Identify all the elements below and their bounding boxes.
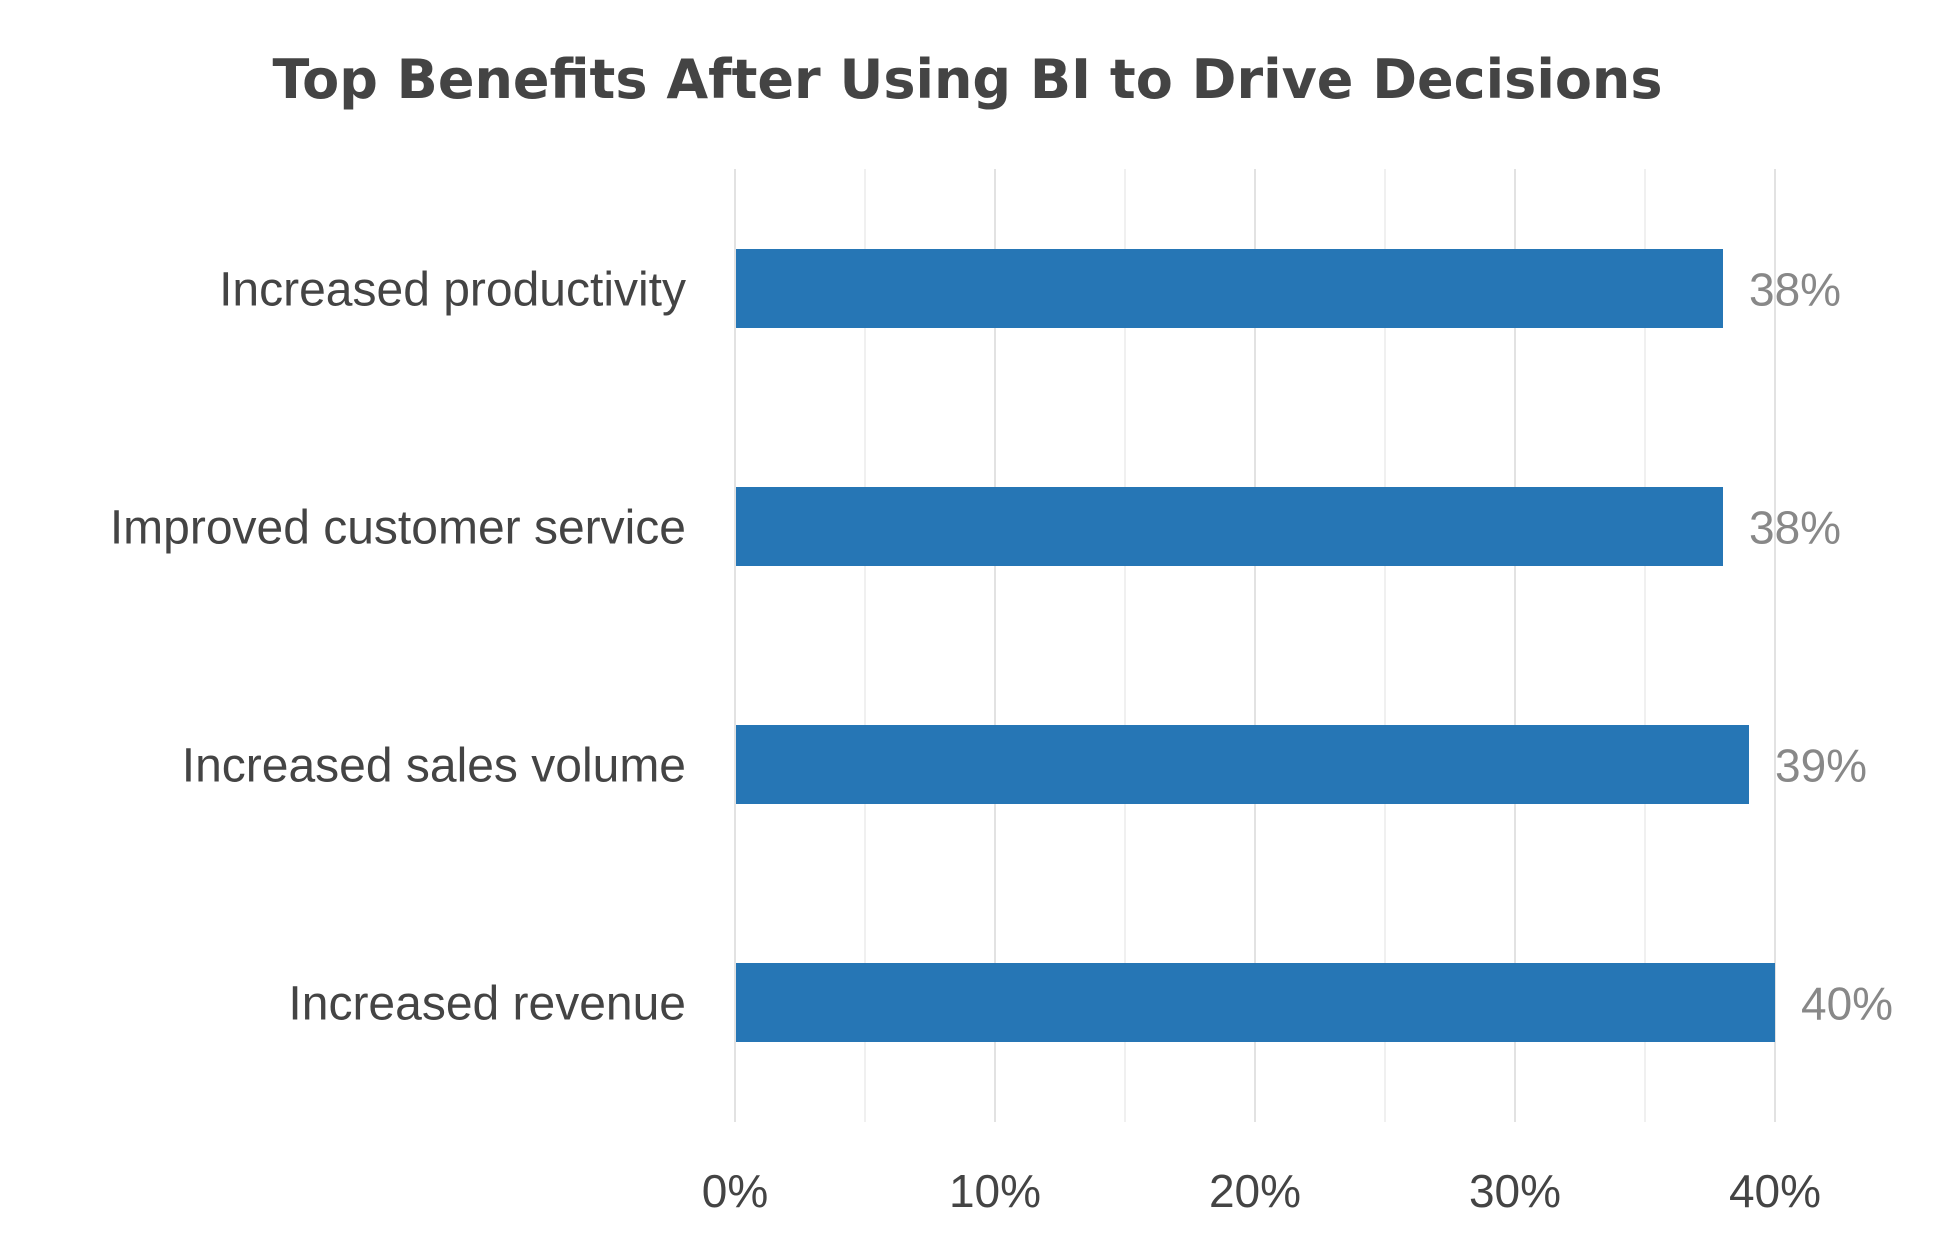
bar <box>736 249 1723 328</box>
bar <box>736 725 1749 804</box>
data-label: 39% <box>1775 740 1867 792</box>
data-label: 38% <box>1749 264 1841 316</box>
x-tick-label: 40% <box>1729 1165 1821 1217</box>
x-tick-label: 30% <box>1469 1165 1561 1217</box>
data-label: 40% <box>1801 978 1893 1030</box>
category-label: Improved customer service <box>110 502 686 555</box>
category-label: Increased productivity <box>219 264 686 317</box>
x-tick-label: 0% <box>702 1165 768 1217</box>
data-label: 38% <box>1749 502 1841 554</box>
x-tick-label: 10% <box>949 1165 1041 1217</box>
chart-title: Top Benefits After Using BI to Drive Dec… <box>272 48 1663 111</box>
bar <box>736 487 1723 566</box>
category-label: Increased sales volume <box>182 740 686 793</box>
bar <box>736 963 1775 1042</box>
x-tick-label: 20% <box>1209 1165 1301 1217</box>
category-label: Increased revenue <box>288 978 686 1031</box>
